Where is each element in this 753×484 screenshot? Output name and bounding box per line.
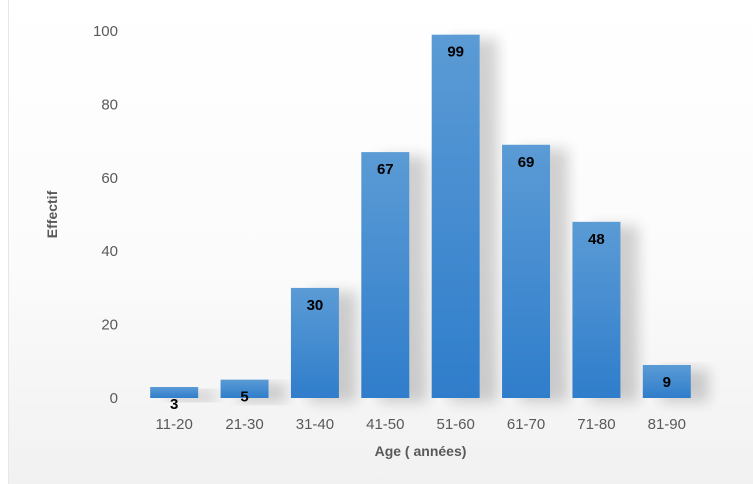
data-label-11-20: 3 [170,396,178,413]
bar-71-80 [572,221,621,398]
x-tick-label: 11-20 [156,416,193,433]
y-tick-label: 100 [93,23,118,40]
bar-81-90 [642,364,691,398]
x-axis-title: Age ( années) [375,443,467,459]
y-axis-title: Effectif [44,190,60,238]
y-tick-label: 0 [110,390,118,407]
bar-61-70 [502,144,551,398]
x-tick-label: 81-90 [648,416,686,433]
x-tick-label: 41-50 [366,416,404,433]
bar-51-60 [431,34,480,399]
y-tick-label: 20 [101,317,118,334]
x-axis: 11-20 21-30 31-40 41-50 51-60 61-70 71-80 81-90 [156,416,686,433]
y-tick-label: 40 [101,243,118,260]
x-tick-label: 51-60 [437,416,475,433]
y-tick-label: 60 [101,170,118,187]
data-label-41-50: 67 [377,161,394,178]
bar-11-20 [150,386,199,398]
x-tick-label: 61-70 [507,416,545,433]
x-tick-label: 21-30 [225,416,263,433]
data-label-51-60: 99 [447,44,464,61]
x-tick-label: 71-80 [577,416,615,433]
data-label-61-70: 69 [518,154,535,171]
data-label-81-90: 9 [663,374,671,391]
data-label-31-40: 30 [307,297,324,314]
y-tick-label: 80 [101,96,118,113]
data-label-71-80: 48 [588,231,605,248]
x-tick-label: 31-40 [296,416,334,433]
data-label-21-30: 5 [240,389,248,406]
bars-group: 3 5 30 67 99 69 48 9 [150,34,691,413]
bar-21-30 [220,379,269,398]
bar-41-50 [361,152,410,398]
bar-31-40 [290,287,339,398]
y-axis: 0 20 40 60 80 100 [93,23,118,407]
